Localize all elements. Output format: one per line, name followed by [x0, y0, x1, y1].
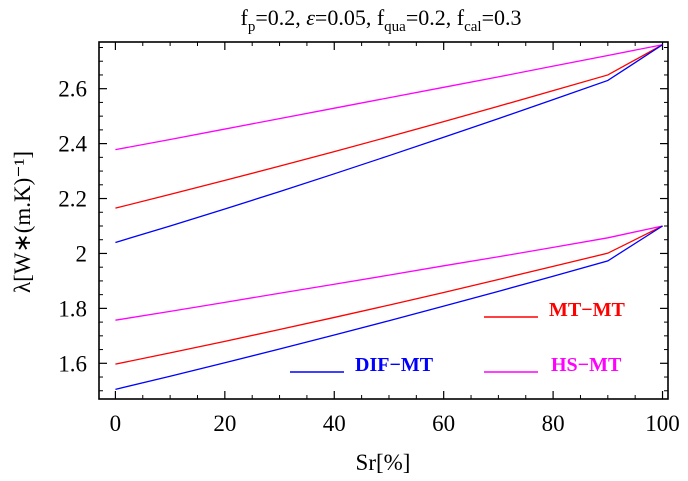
legend: MT−MT DIF−MT HS−MT — [290, 299, 625, 376]
legend-label: MT−MT — [549, 299, 625, 321]
title-symbol: f — [377, 5, 385, 30]
y-tick-label: 2 — [76, 241, 88, 266]
title-subscript: p — [248, 19, 256, 35]
x-tick-label: 60 — [432, 411, 455, 436]
title-text: =0.2, — [255, 5, 306, 30]
series-line-dif-mt — [115, 225, 663, 391]
x-tick-label: 100 — [645, 411, 680, 436]
series-line-hs-mt — [115, 225, 663, 321]
legend-label: HS−MT — [551, 354, 622, 376]
plot-frame — [98, 41, 669, 400]
axis-ticks: 0 20 40 60 80 100 1.6 1.8 2 2.2 2.4 2.6 — [58, 42, 680, 436]
chart-title: fp=0.2, ε=0.05, fqua=0.2, fcal=0.3 — [241, 5, 522, 35]
x-tick-label: 0 — [110, 411, 122, 436]
x-tick-label: 40 — [323, 411, 346, 436]
title-text: =0.3 — [482, 5, 522, 30]
title-subscript: cal — [464, 19, 481, 35]
series-line-dif-mt — [115, 44, 663, 244]
title-text: =0.2, — [406, 5, 457, 30]
series-lines — [115, 44, 663, 391]
y-tick-label: 1.6 — [58, 351, 87, 376]
y-axis-title: λ[W∗(m.K)⁻¹] — [10, 151, 35, 293]
title-symbol: f — [457, 5, 465, 30]
title-subscript: qua — [384, 19, 406, 35]
y-tick-label: 2.4 — [58, 132, 87, 157]
title-text: =0.05, — [315, 5, 377, 30]
y-tick-label: 1.8 — [58, 296, 87, 321]
title-symbol: ε — [306, 5, 315, 30]
legend-label: DIF−MT — [355, 354, 434, 376]
x-tick-label: 80 — [542, 411, 565, 436]
series-line-mt-mt — [115, 225, 663, 365]
series-line-mt-mt — [115, 44, 663, 209]
y-tick-label: 2.6 — [58, 77, 87, 102]
title-symbol: f — [241, 5, 249, 30]
x-axis-title: Sr[%] — [356, 450, 411, 475]
series-line-hs-mt — [115, 44, 663, 151]
y-tick-label: 2.2 — [58, 187, 87, 212]
x-tick-label: 20 — [213, 411, 236, 436]
